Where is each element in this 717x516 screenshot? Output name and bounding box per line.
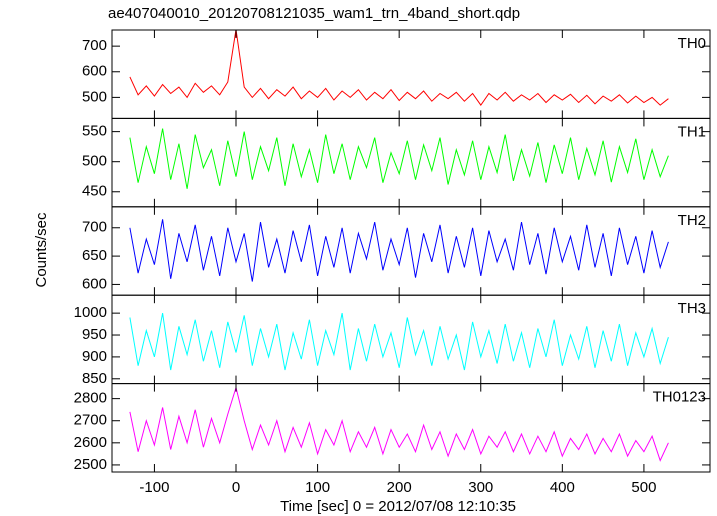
y-tick-label: 600 xyxy=(82,275,107,292)
x-tick-label: 100 xyxy=(305,479,330,496)
y-tick-label: 1000 xyxy=(74,304,107,321)
panel-frame xyxy=(111,294,711,385)
y-tick-label: 650 xyxy=(82,247,107,264)
x-tick-label: 300 xyxy=(468,479,493,496)
y-axis-label: Counts/sec xyxy=(33,212,50,288)
panel-label: TH0123 xyxy=(653,389,706,406)
light-curve xyxy=(129,219,669,282)
panel-label: TH0 xyxy=(678,35,706,52)
panel-label: TH2 xyxy=(678,212,706,229)
x-tick-label: -100 xyxy=(139,479,169,496)
light-curve xyxy=(129,313,669,371)
light-curve xyxy=(129,30,669,106)
x-tick-label: 0 xyxy=(232,479,240,496)
panel-label: TH3 xyxy=(678,300,706,317)
y-tick-label: 850 xyxy=(82,370,107,387)
y-tick-label: 500 xyxy=(82,88,107,105)
x-tick-label: 200 xyxy=(387,479,412,496)
y-tick-label: 2700 xyxy=(74,412,107,429)
x-tick-label: 400 xyxy=(550,479,575,496)
y-tick-label: 550 xyxy=(82,123,107,140)
y-tick-label: 950 xyxy=(82,326,107,343)
chart-title: ae407040010_20120708121035_wam1_trn_4ban… xyxy=(108,5,520,22)
y-tick-label: 2500 xyxy=(74,456,107,473)
y-tick-label: 700 xyxy=(82,37,107,54)
y-tick-label: 2800 xyxy=(74,390,107,407)
panel-frame xyxy=(111,383,711,473)
light-curve xyxy=(129,385,669,462)
y-tick-label: 700 xyxy=(82,219,107,236)
x-tick-label: 500 xyxy=(631,479,656,496)
y-tick-label: 600 xyxy=(82,63,107,80)
panel-label: TH1 xyxy=(678,123,706,140)
y-tick-label: 500 xyxy=(82,153,107,170)
y-tick-label: 900 xyxy=(82,348,107,365)
y-tick-label: 2600 xyxy=(74,434,107,451)
panel-frame xyxy=(111,29,711,119)
y-tick-label: 450 xyxy=(82,183,107,200)
light-curve xyxy=(129,128,669,189)
x-axis-label: Time [sec] 0 = 2012/07/08 12:10:35 xyxy=(280,498,516,515)
